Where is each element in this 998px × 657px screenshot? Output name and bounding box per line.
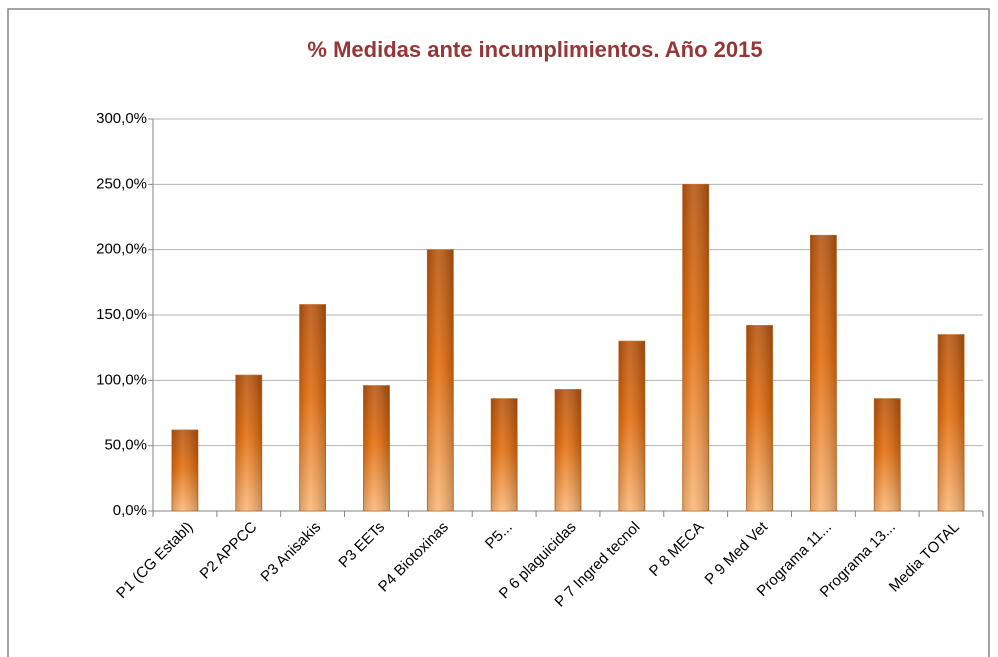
bar-shade [491,398,518,511]
chart-title: % Medidas ante incumplimientos. Año 2015 [307,37,762,62]
bar-shade [874,398,901,511]
bar-shade [171,429,198,511]
bar-shade [363,385,390,511]
y-tick-label: 300,0% [96,110,147,127]
y-tick-label: 100,0% [96,371,147,388]
bar-shade [235,375,262,511]
bar-shade [299,304,326,511]
bar-shade [427,249,454,511]
bar-shade [746,325,773,511]
bar-shade [938,334,965,511]
y-tick-label: 50,0% [104,437,147,454]
bar-shade [810,235,837,511]
y-tick-label: 200,0% [96,241,147,258]
bar-shade [555,389,581,511]
y-tick-label: 0,0% [113,502,147,519]
bar-shade [682,184,709,512]
y-tick-label: 150,0% [96,306,147,323]
y-tick-label: 250,0% [96,175,147,192]
bar-shade [618,341,645,511]
